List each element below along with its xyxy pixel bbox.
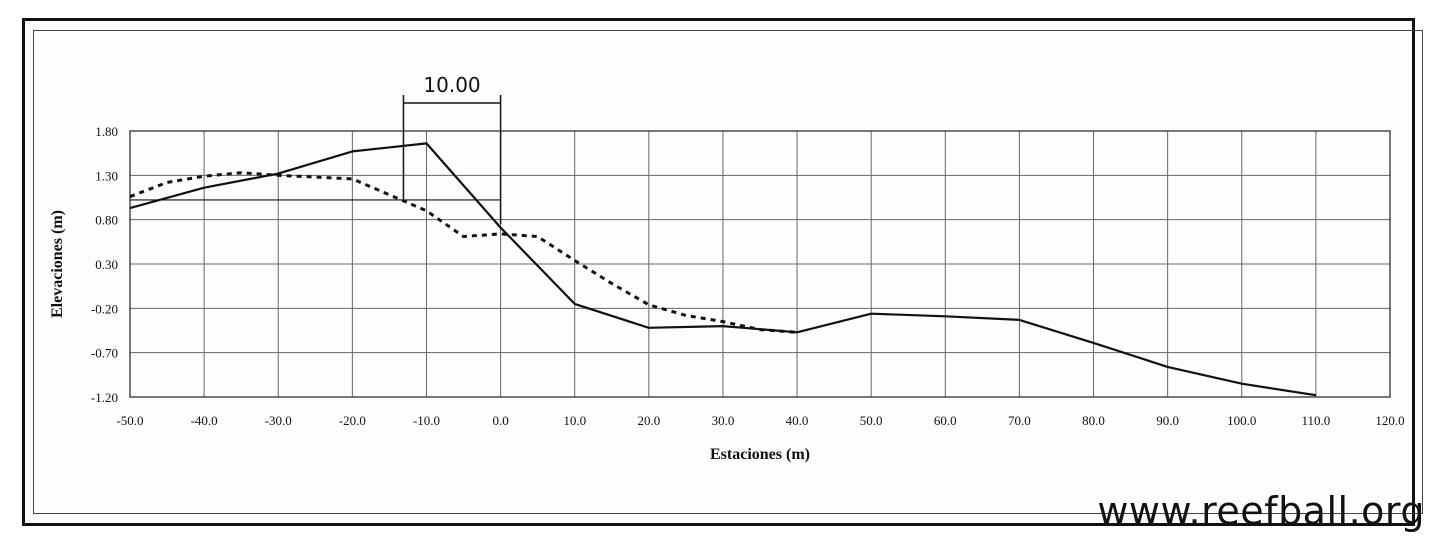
x-tick-label: 20.0 — [637, 413, 660, 428]
x-axis-title: Estaciones (m) — [710, 446, 810, 463]
x-tick-label: 90.0 — [1156, 413, 1179, 428]
x-tick-label: 0.0 — [492, 413, 508, 428]
y-axis-ticks: 1.80 1.30 0.80 0.30 -0.20 -0.70 -1.20 — [91, 124, 118, 405]
y-axis-title: Elevaciones (m) — [49, 210, 66, 318]
x-tick-label: -30.0 — [265, 413, 292, 428]
x-tick-label: 60.0 — [934, 413, 957, 428]
x-axis-ticks: -50.0 -40.0 -30.0 -20.0 -10.0 0.0 10.0 20.0 30.0… — [116, 413, 1404, 428]
x-tick-label: 50.0 — [860, 413, 883, 428]
dotted-profile-line — [129, 171, 798, 334]
y-tick-label: -0.70 — [91, 346, 118, 361]
x-tick-label: -20.0 — [339, 413, 366, 428]
x-tick-label: 120.0 — [1375, 413, 1404, 428]
y-tick-label: 0.80 — [95, 213, 118, 228]
grid — [129, 130, 1391, 398]
x-tick-label: 10.0 — [563, 413, 586, 428]
plot-border — [129, 130, 1391, 398]
series — [129, 142, 1317, 397]
outer-frame — [22, 18, 1415, 526]
x-tick-label: 40.0 — [786, 413, 809, 428]
x-tick-label: -10.0 — [413, 413, 440, 428]
inner-frame — [33, 30, 1423, 514]
watermark: www.reefball.org — [1097, 489, 1425, 533]
x-tick-label: 100.0 — [1227, 413, 1256, 428]
y-tick-label: 0.30 — [95, 257, 118, 272]
x-tick-label: 30.0 — [712, 413, 735, 428]
x-tick-label: 110.0 — [1301, 413, 1330, 428]
y-tick-label: 1.80 — [95, 124, 118, 139]
dimension-label: 10.00 — [423, 73, 480, 97]
x-tick-label: -50.0 — [116, 413, 143, 428]
x-tick-label: 70.0 — [1008, 413, 1031, 428]
y-tick-label: 1.30 — [95, 168, 118, 183]
y-tick-label: -1.20 — [91, 390, 118, 405]
dimension-annotation: 10.00 — [130, 73, 502, 225]
x-tick-label: -40.0 — [191, 413, 218, 428]
y-tick-label: -0.20 — [91, 301, 118, 316]
solid-profile-line — [129, 142, 1317, 397]
x-tick-label: 80.0 — [1082, 413, 1105, 428]
